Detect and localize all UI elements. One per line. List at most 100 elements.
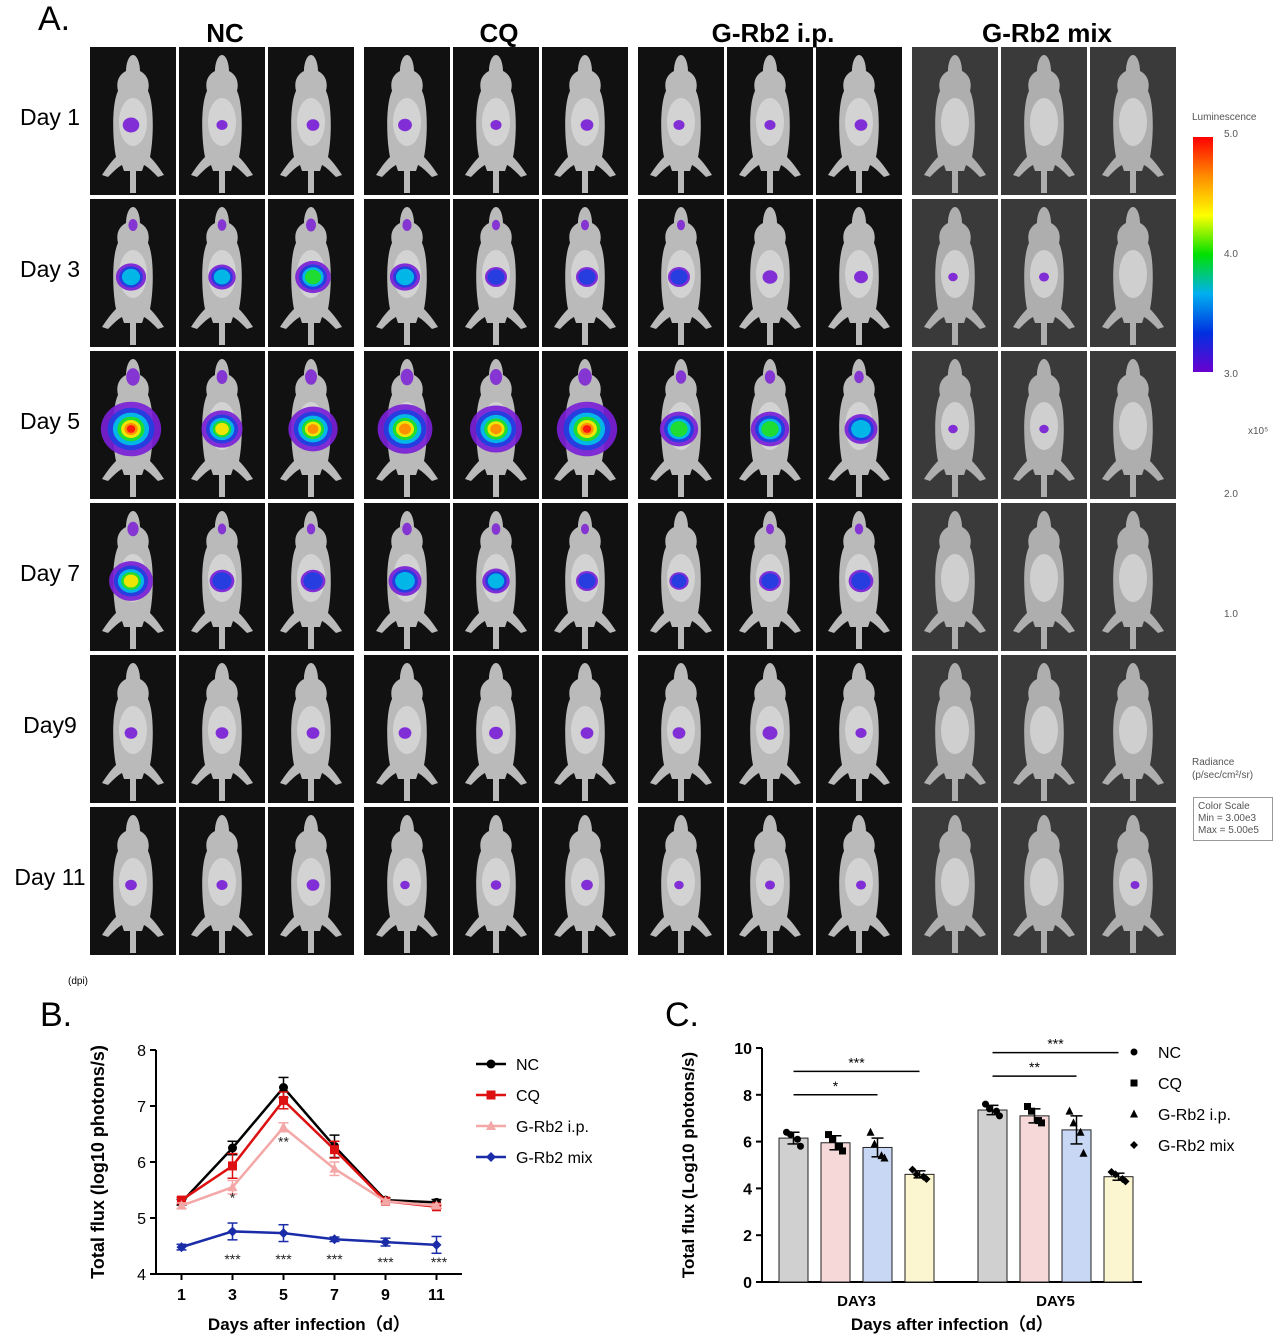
data-point bbox=[176, 1200, 187, 1210]
bar bbox=[977, 1109, 1008, 1283]
data-point bbox=[278, 1228, 289, 1239]
image-group-cq bbox=[364, 47, 634, 960]
mouse-image-tile bbox=[364, 503, 450, 651]
bar bbox=[904, 1173, 935, 1283]
data-point bbox=[877, 1151, 886, 1160]
mouse-image-tile bbox=[1090, 351, 1176, 499]
mouse-image-tile bbox=[179, 199, 265, 347]
mouse-image-tile bbox=[453, 503, 539, 651]
mouse-image-tile bbox=[268, 807, 354, 955]
mouse-image-tile bbox=[453, 199, 539, 347]
row-label-day9: Day9 bbox=[23, 712, 77, 738]
series-g-rb2-mix bbox=[176, 1222, 442, 1255]
mouse-image-tile bbox=[816, 503, 902, 651]
legend-marker bbox=[1130, 1079, 1138, 1087]
radiance-label: Radiance bbox=[1192, 757, 1235, 768]
mouse-image-tile bbox=[90, 351, 176, 499]
data-point bbox=[431, 1200, 442, 1210]
bar bbox=[1061, 1129, 1092, 1283]
mouse-image-tile bbox=[912, 655, 998, 803]
legend-label: NC bbox=[516, 1057, 539, 1074]
y-axis-label: Total flux (log10 photons/s) bbox=[88, 1045, 108, 1279]
data-point bbox=[279, 1083, 288, 1093]
mouse-image-tile bbox=[90, 503, 176, 651]
legend-marker bbox=[486, 1059, 496, 1069]
data-point bbox=[329, 1163, 340, 1173]
data-point bbox=[919, 1172, 928, 1181]
legend-label: G-Rb2 mix bbox=[516, 1150, 592, 1167]
mouse-image-tile bbox=[542, 503, 628, 651]
mouse-image-tile bbox=[638, 503, 724, 651]
mouse-image-tile bbox=[727, 199, 813, 347]
panel-b-label: B. bbox=[40, 996, 73, 1034]
x-tick-label: 1 bbox=[177, 1287, 186, 1304]
mouse-image-tile bbox=[912, 807, 998, 955]
mouse-image-tile bbox=[1001, 503, 1087, 651]
data-point bbox=[228, 1143, 237, 1153]
series-line bbox=[181, 1125, 437, 1207]
legend-marker bbox=[1130, 1109, 1138, 1118]
bar-group bbox=[1061, 1106, 1092, 1283]
group-title-nc: NC bbox=[206, 18, 244, 48]
mouse-image-tile bbox=[453, 47, 539, 195]
panel-c-label: C. bbox=[665, 996, 699, 1034]
y-axis-label: Total flux (Log10 photons/s) bbox=[679, 1052, 698, 1278]
mouse-image-tile bbox=[542, 655, 628, 803]
mouse-image-tile bbox=[727, 47, 813, 195]
group-title-grb2-ip: G-Rb2 i.p. bbox=[711, 18, 835, 48]
mouse-image-tile bbox=[638, 807, 724, 955]
mouse-image-tile bbox=[453, 655, 539, 803]
mouse-image-tile bbox=[179, 503, 265, 651]
mouse-image-tile bbox=[1001, 655, 1087, 803]
mouse-image-tile bbox=[638, 47, 724, 195]
mouse-image-tile bbox=[268, 351, 354, 499]
y-tick-label: 8 bbox=[743, 1088, 752, 1105]
mouse-image-tile bbox=[1090, 655, 1176, 803]
data-point bbox=[787, 1131, 794, 1139]
significance-label: ** bbox=[1029, 1059, 1040, 1075]
data-point bbox=[380, 1237, 391, 1248]
mouse-image-tile bbox=[453, 807, 539, 955]
mouse-image-tile bbox=[453, 351, 539, 499]
group-title-cq: CQ bbox=[479, 18, 519, 48]
mouse-image-tile bbox=[816, 807, 902, 955]
data-point bbox=[1118, 1175, 1127, 1184]
data-point bbox=[1065, 1106, 1074, 1115]
category-label: DAY3 bbox=[837, 1293, 876, 1310]
data-point bbox=[1079, 1148, 1088, 1157]
data-point bbox=[380, 1195, 391, 1206]
colorbar-tick-4: 4.0 bbox=[1224, 249, 1238, 260]
significance-annotation: *** bbox=[377, 1254, 394, 1270]
mouse-image-tile bbox=[364, 807, 450, 955]
data-point bbox=[839, 1147, 846, 1155]
data-point bbox=[1035, 1117, 1042, 1125]
bar bbox=[1103, 1176, 1134, 1283]
radiance-units: (p/sec/cm²/sr) bbox=[1192, 770, 1254, 781]
mouse-image-tile bbox=[727, 503, 813, 651]
y-tick-label: 4 bbox=[743, 1181, 752, 1198]
data-point bbox=[982, 1100, 989, 1108]
data-point bbox=[177, 1195, 186, 1205]
data-point bbox=[1107, 1168, 1116, 1177]
significance-annotation: *** bbox=[326, 1251, 343, 1267]
mouse-image-tile bbox=[364, 655, 450, 803]
data-point bbox=[1028, 1107, 1035, 1115]
mouse-image-tile bbox=[912, 47, 998, 195]
y-tick-label: 0 bbox=[743, 1275, 752, 1292]
colorbar-tick-2: 2.0 bbox=[1224, 489, 1238, 500]
data-point bbox=[431, 1239, 442, 1250]
image-group-grb2-ip bbox=[638, 47, 908, 960]
mouse-image-tile bbox=[268, 199, 354, 347]
legend-label: G-Rb2 i.p. bbox=[1158, 1107, 1231, 1124]
data-point bbox=[227, 1226, 238, 1237]
legend-marker bbox=[1130, 1048, 1138, 1056]
row-label-day11: Day 11 bbox=[14, 864, 86, 890]
significance-annotation: *** bbox=[431, 1254, 448, 1270]
mouse-image-tile bbox=[90, 807, 176, 955]
colorbar-multiplier: x10⁵ bbox=[1248, 426, 1269, 437]
data-point bbox=[330, 1145, 339, 1155]
color-scale-title: Color Scale bbox=[1198, 801, 1250, 812]
mouse-image-tile bbox=[638, 351, 724, 499]
mouse-image-tile bbox=[912, 503, 998, 651]
y-tick-label: 6 bbox=[743, 1135, 752, 1152]
